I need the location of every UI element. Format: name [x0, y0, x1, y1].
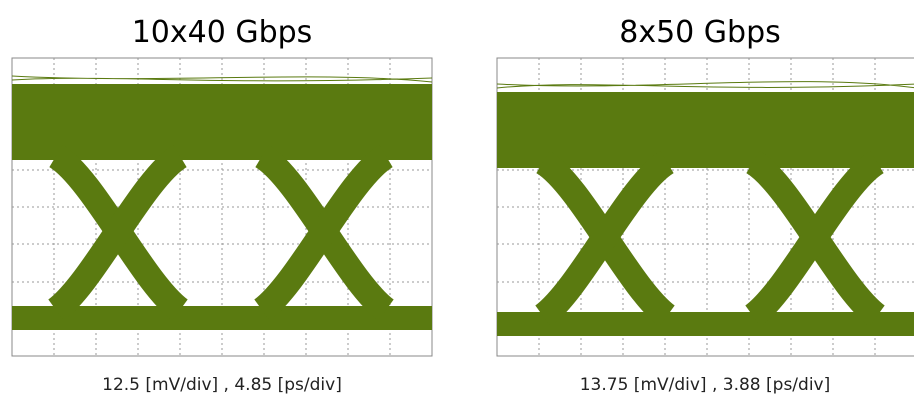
- panel-caption: 13.75 [mV/div] , 3.88 [ps/div]: [580, 375, 831, 395]
- figure: 10x40 Gbps 12.5 [mV/div] , 4.85 [ps/div]…: [0, 0, 914, 406]
- panel-title: 8x50 Gbps: [619, 15, 781, 50]
- page: 10x40 Gbps 12.5 [mV/div] , 4.85 [ps/div]…: [0, 0, 914, 406]
- panel-title: 10x40 Gbps: [132, 15, 313, 50]
- panel-caption: 12.5 [mV/div] , 4.85 [ps/div]: [102, 375, 342, 395]
